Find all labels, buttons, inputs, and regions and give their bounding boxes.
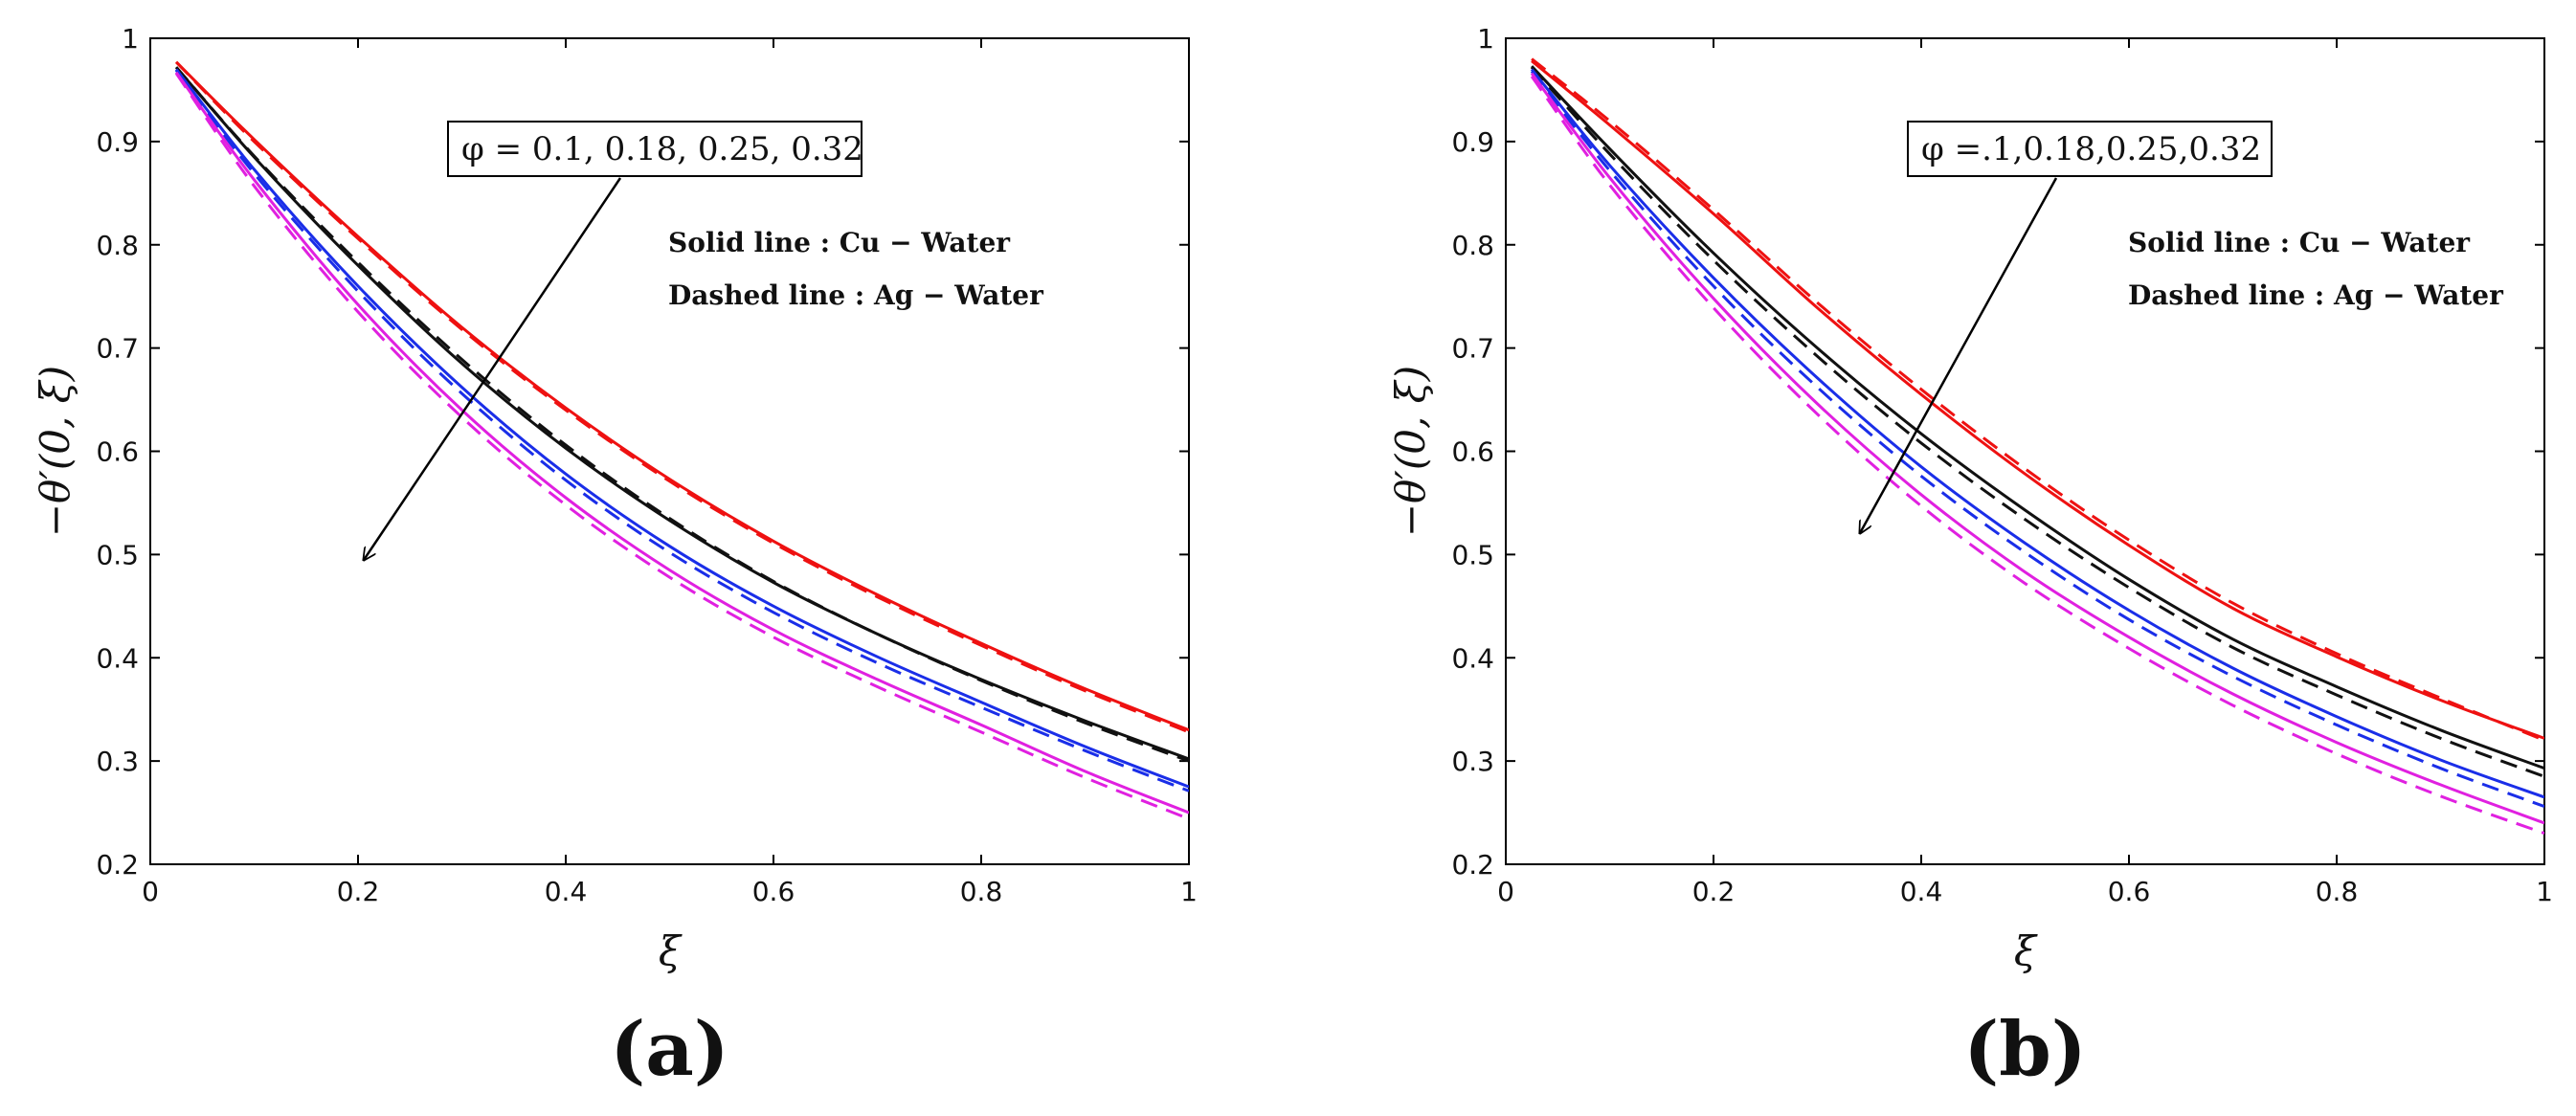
x-tick-label: 0.6 xyxy=(2108,876,2151,907)
y-tick-label: 0.8 xyxy=(96,230,139,261)
legend-solid-text: Solid line : Cu − Water xyxy=(2128,227,2471,258)
y-tick-label: 0.8 xyxy=(1451,230,1494,261)
annotation-box xyxy=(1907,121,2273,177)
x-tick-label: 1 xyxy=(1180,876,1198,907)
solid-series-line-6 xyxy=(174,71,1189,815)
x-tick-label: 0.4 xyxy=(1900,876,1943,907)
x-tick-label: 0.6 xyxy=(752,876,795,907)
dashed-series-line-5 xyxy=(1530,70,2544,809)
x-tick-label: 0 xyxy=(1497,876,1514,907)
y-tick-label: 1 xyxy=(122,23,139,55)
y-tick-label: 0.9 xyxy=(1451,126,1494,158)
annotation-text: φ =.1,0.18,0.25,0.32 xyxy=(1921,130,2261,168)
dashed-series-line-7 xyxy=(1530,76,2544,836)
x-tick-label: 1 xyxy=(2536,876,2553,907)
legend-dashed-text: Dashed line : Ag − Water xyxy=(668,279,1044,311)
solid-series-line-4 xyxy=(174,68,1189,789)
dashed-series-line-3 xyxy=(1530,66,2544,778)
dashed-series-line-1 xyxy=(175,60,1189,734)
x-tick-label: 0.8 xyxy=(2316,876,2359,907)
solid-series-line-0 xyxy=(175,60,1189,732)
annotation-box xyxy=(447,121,862,177)
panel-label: (a) xyxy=(610,1006,728,1093)
solid-series-line-4 xyxy=(1530,68,2544,799)
solid-series-line-2 xyxy=(174,66,1189,761)
solid-series-line-0 xyxy=(1531,59,2544,740)
dashed-series-line-1 xyxy=(1531,57,2544,742)
solid-series-line-2 xyxy=(1531,65,2544,770)
y-axis-label: −θ′(0, ξ) xyxy=(32,366,78,537)
y-tick-label: 0.4 xyxy=(1451,642,1494,674)
y-tick-label: 0.5 xyxy=(96,539,139,570)
y-tick-label: 0.4 xyxy=(96,642,139,674)
y-tick-label: 0.9 xyxy=(96,126,139,158)
x-tick-label: 0 xyxy=(142,876,159,907)
panel-label: (b) xyxy=(1963,1006,2086,1093)
y-tick-label: 0.2 xyxy=(1451,849,1494,881)
x-tick-label: 0.2 xyxy=(337,876,380,907)
x-axis-label: ξ xyxy=(659,927,683,974)
y-tick-label: 0.2 xyxy=(96,849,139,881)
x-tick-label: 0.2 xyxy=(1692,876,1736,907)
y-axis-label: −θ′(0, ξ) xyxy=(1387,366,1434,537)
panel-a: 0 0.2 0.4 0.6 0.8 10.20.30.40.50.60.70.80.91ξ… xyxy=(32,23,1198,1093)
annotation-arrow xyxy=(1860,177,2058,533)
y-tick-label: 0.6 xyxy=(1451,436,1494,468)
annotation-text: φ = 0.1, 0.18, 0.25, 0.32 xyxy=(461,130,863,168)
legend-solid-text: Solid line : Cu − Water xyxy=(668,227,1011,258)
y-tick-label: 0.6 xyxy=(96,436,139,468)
y-tick-label: 0.7 xyxy=(1451,333,1494,365)
y-tick-label: 0.3 xyxy=(1451,746,1494,777)
y-tick-label: 0.7 xyxy=(96,333,139,365)
annotation-arrow xyxy=(364,177,622,560)
dashed-series-line-3 xyxy=(174,66,1189,763)
x-tick-label: 0.4 xyxy=(545,876,588,907)
legend-dashed-text: Dashed line : Ag − Water xyxy=(2128,279,2504,311)
series-group xyxy=(1530,57,2544,836)
dashed-series-line-5 xyxy=(174,69,1189,792)
y-tick-label: 0.3 xyxy=(96,746,139,777)
x-axis-label: ξ xyxy=(2014,927,2038,974)
y-tick-label: 1 xyxy=(1477,23,1494,55)
dashed-series-line-7 xyxy=(174,72,1189,820)
solid-series-line-6 xyxy=(1530,72,2544,825)
y-tick-label: 0.5 xyxy=(1451,539,1494,570)
series-group xyxy=(174,60,1189,820)
x-tick-label: 0.8 xyxy=(960,876,1003,907)
panel-b: 0 0.2 0.4 0.6 0.8 10.20.30.40.50.60.70.80.91ξ… xyxy=(1387,23,2553,1093)
